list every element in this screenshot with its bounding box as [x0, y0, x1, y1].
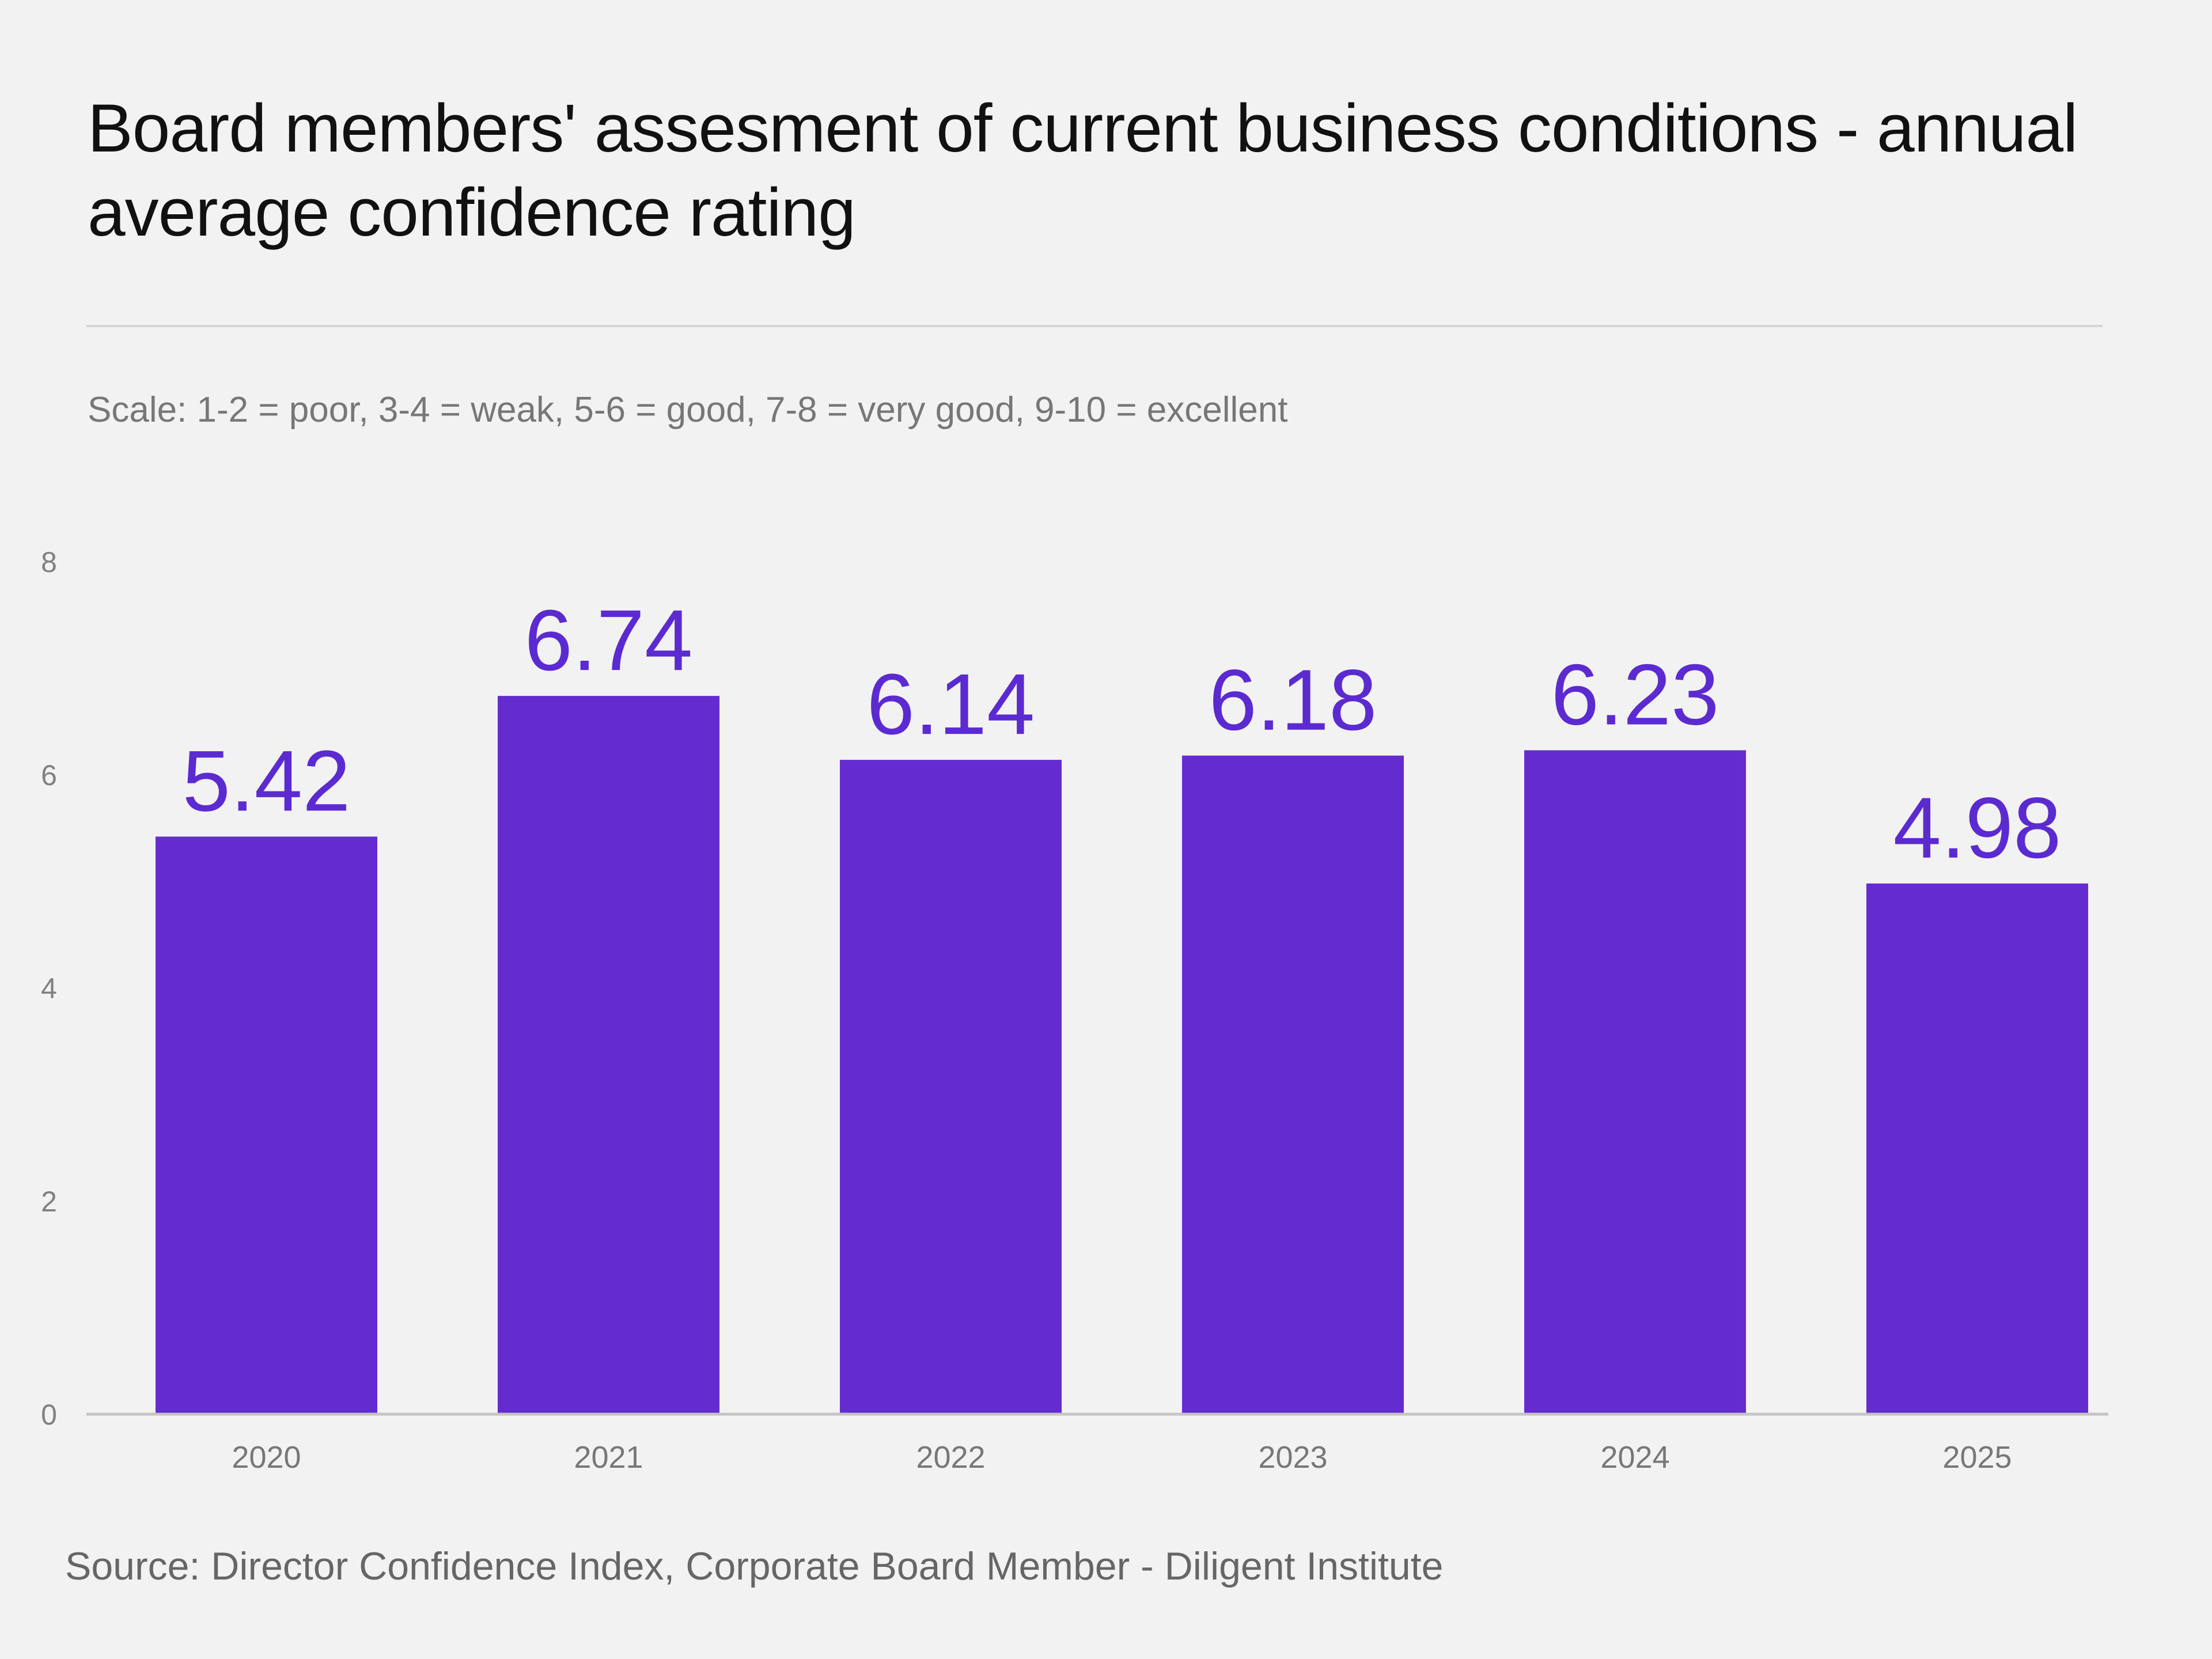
data-label: 5.42 [183, 732, 351, 829]
chart-source: Source: Director Confidence Index, Corpo… [65, 1544, 1444, 1588]
bar-2020 [156, 836, 377, 1414]
y-tick-label: 2 [41, 1185, 57, 1218]
bar-2023 [1182, 755, 1404, 1414]
x-tick-label: 2025 [1942, 1440, 2012, 1475]
chart-subtitle: Scale: 1-2 = poor, 3-4 = weak, 5-6 = goo… [88, 390, 1288, 430]
bar-2021 [498, 696, 719, 1414]
y-tick-label: 4 [41, 972, 57, 1005]
data-label: 6.14 [867, 656, 1035, 752]
x-tick-label: 2023 [1258, 1440, 1327, 1475]
y-tick-label: 6 [41, 759, 57, 791]
y-tick-label: 8 [41, 546, 57, 578]
data-label: 6.74 [525, 592, 693, 688]
x-tick-label: 2022 [916, 1440, 985, 1475]
x-tick-label: 2020 [232, 1440, 301, 1475]
title-divider [86, 325, 2103, 327]
chart-title: Board members' assesment of current busi… [88, 90, 2078, 251]
bar-2025 [1866, 883, 2088, 1414]
bar-2022 [840, 760, 1062, 1414]
data-label: 6.23 [1551, 646, 1719, 743]
bar-2024 [1524, 750, 1746, 1414]
data-label: 4.98 [1893, 779, 2062, 876]
y-tick-label: 0 [41, 1399, 57, 1431]
data-label: 6.18 [1209, 652, 1377, 748]
x-tick-label: 2024 [1600, 1440, 1669, 1475]
x-tick-label: 2021 [574, 1440, 643, 1475]
